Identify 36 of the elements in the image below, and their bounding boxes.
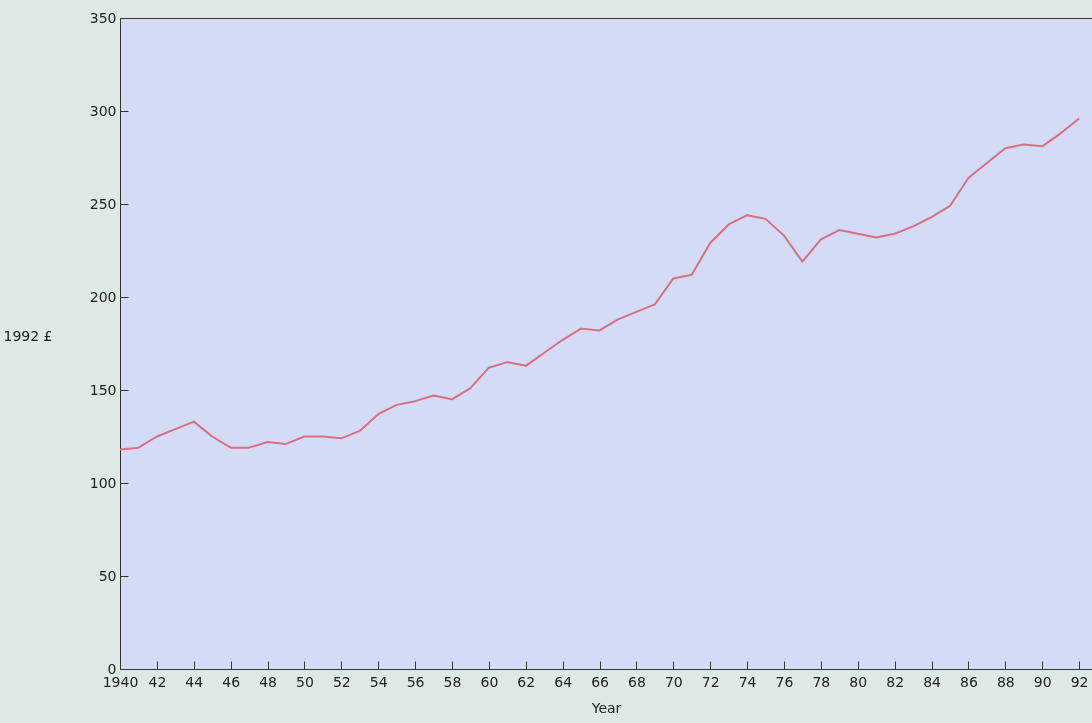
y-tick-label: 50 <box>98 567 117 584</box>
x-tick-label: 86 <box>960 673 978 690</box>
y-axis-title: 1992 £ <box>3 327 53 344</box>
x-tick-label: 74 <box>738 673 757 690</box>
y-tick-label: 300 <box>89 102 117 119</box>
x-tick-label: 76 <box>775 673 794 690</box>
x-tick-label: 62 <box>517 673 536 690</box>
x-tick-label: 54 <box>369 673 388 690</box>
x-tick-label: 78 <box>812 673 831 690</box>
x-tick-label: 70 <box>664 673 683 690</box>
x-tick-label: 92 <box>1070 673 1089 690</box>
x-tick-label: 72 <box>701 673 720 690</box>
y-tick-label: 250 <box>89 195 117 212</box>
x-tick-label: 50 <box>296 673 314 690</box>
x-tick-label: 48 <box>259 673 277 690</box>
x-tick-label: 84 <box>923 673 942 690</box>
y-tick-label: 100 <box>89 474 117 491</box>
x-axis-title: Year <box>590 699 622 716</box>
x-tick-label: 46 <box>222 673 241 690</box>
x-tick-label: 80 <box>849 673 868 690</box>
x-tick-label: 90 <box>1033 673 1052 690</box>
line-series <box>120 117 1081 451</box>
x-tick-label: 56 <box>406 673 425 690</box>
x-tick-label: 64 <box>554 673 573 690</box>
y-tick-label: 150 <box>89 381 117 398</box>
x-tick-label: 52 <box>332 673 351 690</box>
x-tick-label: 44 <box>185 673 204 690</box>
x-tick-label: 66 <box>591 673 610 690</box>
x-tick-label: 68 <box>628 673 646 690</box>
y-tick-label: 350 <box>89 9 117 26</box>
x-tick-label: 88 <box>996 673 1015 690</box>
x-tick-label: 60 <box>480 673 499 690</box>
x-tick-label: 42 <box>148 673 167 690</box>
x-tick-label: 82 <box>886 673 905 690</box>
x-tick-label: 58 <box>443 673 462 690</box>
y-tick-label: 200 <box>89 288 117 305</box>
